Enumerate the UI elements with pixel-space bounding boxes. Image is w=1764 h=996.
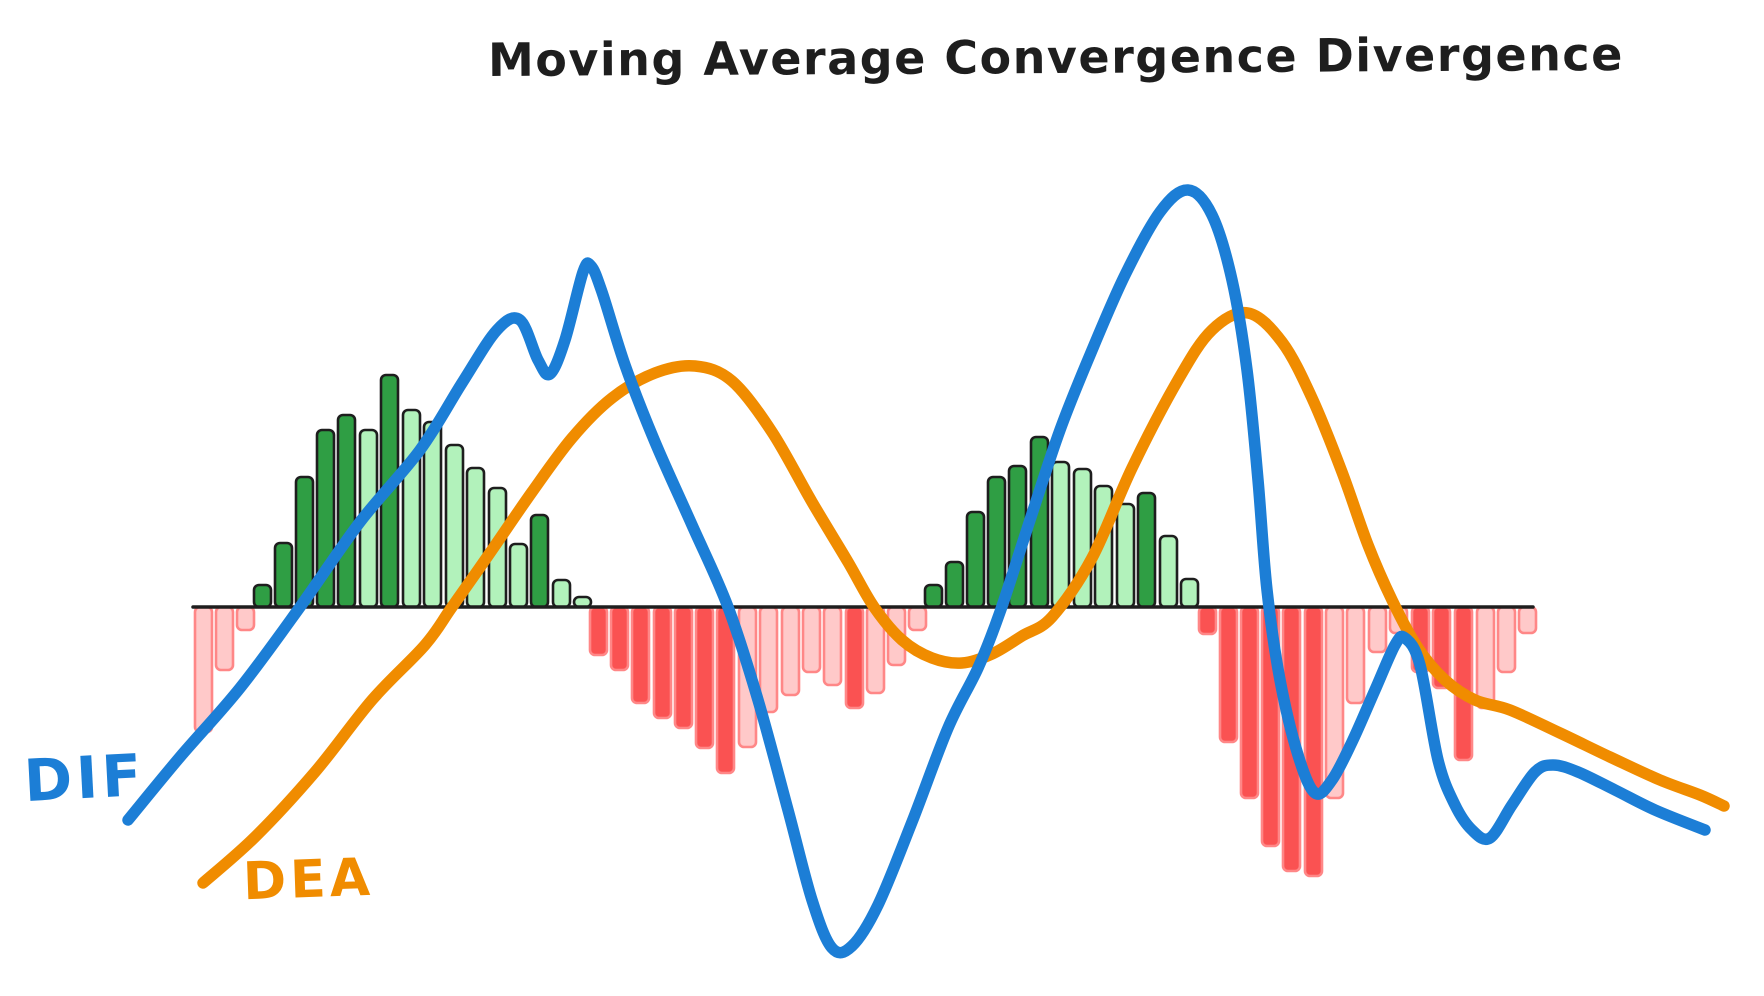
histogram-bar-negative bbox=[844, 605, 865, 710]
histogram-bar-positive bbox=[1158, 534, 1179, 609]
histogram-bar-negative bbox=[214, 605, 235, 672]
histogram-bar-negative bbox=[1345, 605, 1366, 705]
histogram-bar-negative bbox=[780, 605, 801, 697]
histogram-bar-negative bbox=[1367, 605, 1388, 654]
histogram-bar-positive bbox=[551, 578, 572, 609]
histogram-bar-positive bbox=[401, 408, 422, 609]
histogram-bar-positive bbox=[1115, 502, 1136, 609]
histogram-bar-negative bbox=[652, 605, 673, 720]
histogram-bar-positive bbox=[923, 583, 944, 609]
histogram-bar-positive bbox=[529, 513, 550, 609]
histogram-bar-negative bbox=[907, 605, 928, 632]
histogram-bar-negative bbox=[822, 605, 843, 687]
histogram-bar-negative bbox=[1218, 605, 1239, 744]
histogram-bar-positive bbox=[444, 443, 465, 609]
histogram-bar-negative bbox=[694, 605, 715, 750]
histogram-bar-negative bbox=[1475, 605, 1496, 710]
histogram-bar-positive bbox=[1136, 491, 1157, 609]
histogram-bar-negative bbox=[630, 605, 651, 705]
histogram-bar-negative bbox=[1496, 605, 1517, 674]
histogram-bar-positive bbox=[1179, 577, 1200, 609]
histogram-bar-negative bbox=[193, 605, 214, 734]
histogram-bar-negative bbox=[1303, 605, 1324, 878]
histogram-bar-positive bbox=[944, 560, 965, 609]
histogram-bar-negative bbox=[588, 605, 609, 657]
dif-series-label: DIF bbox=[22, 740, 148, 816]
histogram-bar-negative bbox=[235, 605, 256, 632]
histogram-bar-negative bbox=[1517, 605, 1538, 635]
histogram-bar-positive bbox=[1050, 460, 1071, 609]
histogram-bar-negative bbox=[801, 605, 822, 674]
histogram-bar-positive bbox=[508, 542, 529, 609]
histogram-bar-negative bbox=[673, 605, 694, 730]
histogram-bar-negative bbox=[1197, 605, 1218, 636]
histogram-bar-positive bbox=[273, 541, 294, 609]
dea-line bbox=[197, 306, 1730, 889]
dif-line bbox=[122, 184, 1711, 959]
histogram-bar-negative bbox=[1239, 605, 1260, 800]
histogram-bar-positive bbox=[336, 413, 357, 609]
histogram-bar-positive bbox=[252, 583, 273, 609]
chart-title: Moving Average Convergence Divergence bbox=[487, 27, 1624, 87]
dea-series-label: DEA bbox=[241, 847, 375, 913]
histogram-bar-positive bbox=[965, 510, 986, 609]
histogram-bar-negative bbox=[609, 605, 630, 672]
